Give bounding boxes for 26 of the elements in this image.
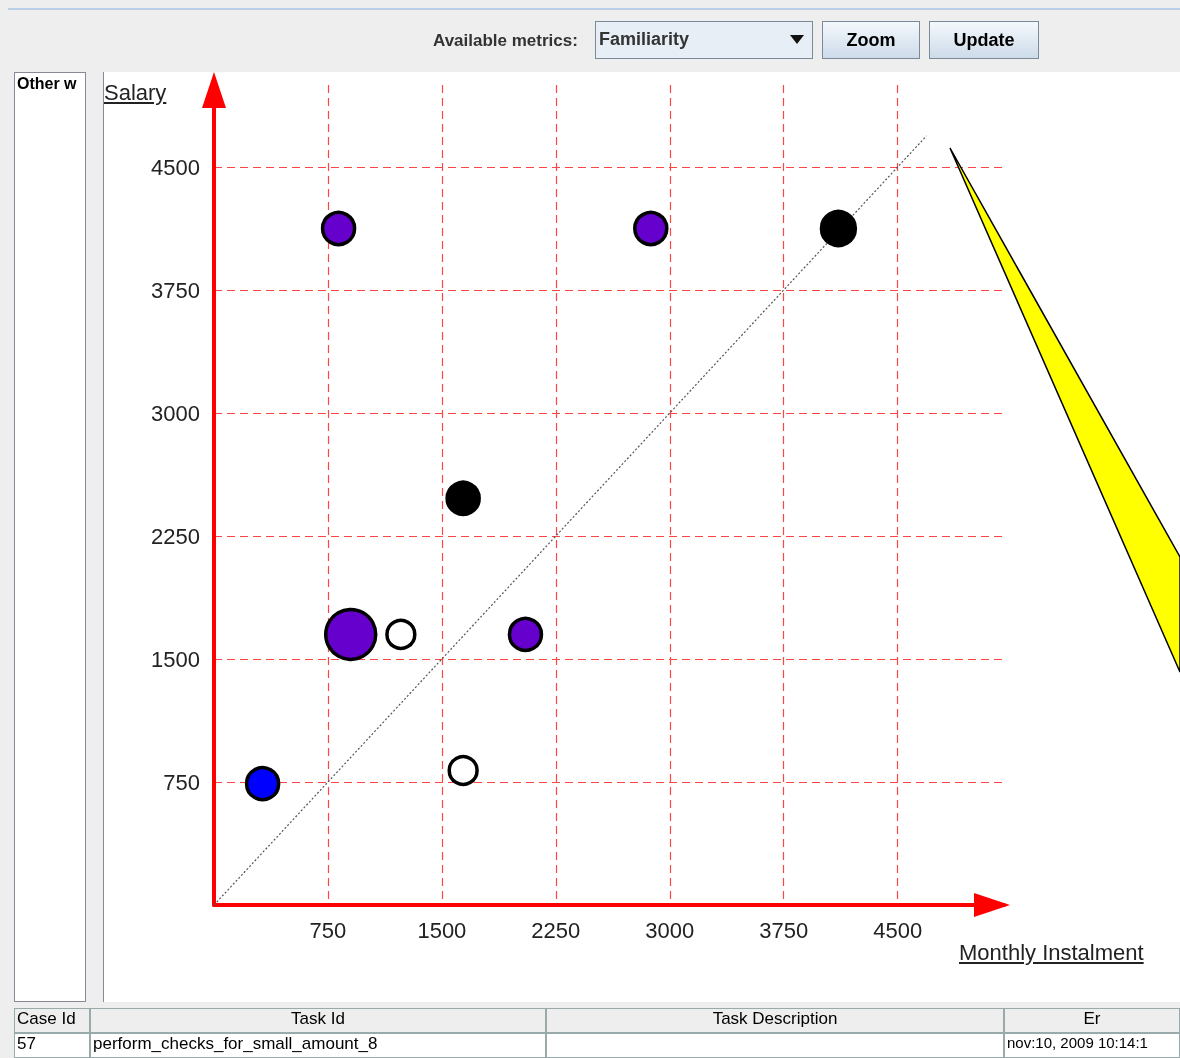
text: 57: [14, 1033, 90, 1058]
y-tick-label: 2250: [151, 523, 200, 549]
text: Task Id: [90, 1008, 546, 1033]
text: Case Id: [14, 1008, 90, 1033]
y-tick-label: 1500: [151, 646, 200, 672]
y-tick-label: 3000: [151, 400, 200, 426]
y-tick-label: 3750: [151, 277, 200, 303]
x-tick-label: 3750: [759, 917, 809, 943]
x-axis-title: Monthly Instalment: [959, 940, 1144, 966]
text: nov:10, 2009 10:14:1: [1004, 1033, 1180, 1058]
y-tick-label: 4500: [151, 154, 200, 180]
y-tick-label: 750: [163, 769, 200, 795]
x-tick-label: 4500: [873, 917, 923, 943]
text: perform_checks_for_small_amount_8: [90, 1033, 546, 1058]
text: Other w: [16, 74, 78, 94]
text: Er: [1004, 1008, 1180, 1033]
y-axis-title: Salary: [104, 80, 167, 106]
text: Update: [929, 21, 1039, 59]
text: Zoom: [822, 21, 920, 59]
x-tick-label: 3000: [645, 917, 695, 943]
x-tick-label: 750: [309, 917, 347, 943]
text: Available metrics:: [433, 31, 578, 51]
x-tick-label: 2250: [531, 917, 581, 943]
text: Familiarity: [599, 29, 690, 50]
text: Task Description: [546, 1008, 1004, 1033]
x-tick-label: 1500: [417, 917, 467, 943]
